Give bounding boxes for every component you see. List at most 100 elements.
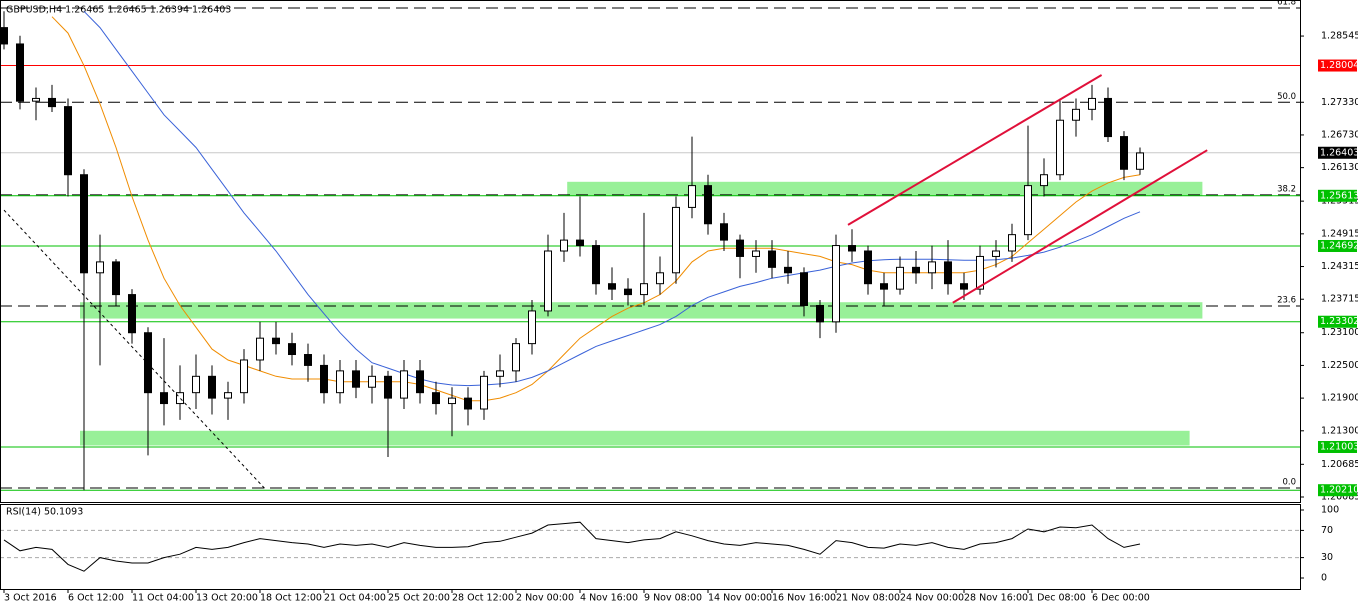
zone: [80, 430, 1190, 446]
rsi-title: RSI(14) 50.1093: [6, 507, 83, 518]
candle-body: [288, 343, 296, 356]
candle-body: [16, 43, 24, 102]
x-tick-label: 21 Oct 04:00: [324, 593, 386, 604]
x-tick-label: 25 Oct 20:00: [388, 593, 450, 604]
candle-body: [992, 250, 1000, 257]
x-tick-label: 28 Oct 12:00: [452, 593, 514, 604]
y-tick-label: 1.23715: [1321, 294, 1358, 305]
candle-body: [592, 245, 600, 285]
candle-body: [800, 272, 808, 306]
candle-body: [224, 392, 232, 399]
y-tick-label: 100: [1321, 505, 1339, 516]
moving-average: [83, 10, 1141, 387]
candle-body: [848, 245, 856, 252]
level-label: 1.25613: [1320, 190, 1358, 201]
candle-body: [624, 288, 632, 296]
y-tick-label: 1.21900: [1321, 393, 1358, 404]
candle-body: [752, 250, 760, 257]
candle-body: [672, 206, 680, 274]
y-tick-label: 1.26730: [1321, 129, 1358, 140]
candle-body: [1, 27, 8, 45]
chart-title: GBPUSD,H4 1.26465 1.26465 1.26394 1.2640…: [6, 5, 231, 16]
candle-body: [720, 223, 728, 241]
x-tick-label: 6 Dec 00:00: [1092, 593, 1150, 604]
rsi-pane: [0, 504, 1301, 590]
x-tick-label: 1 Dec 08:00: [1028, 593, 1086, 604]
y-tick-label: 1.24315: [1321, 261, 1358, 272]
x-tick-label: 16 Nov 16:00: [772, 593, 836, 604]
candle-body: [176, 392, 184, 405]
y-tick-label: 1.20085: [1321, 492, 1358, 503]
fib-label: 61.8: [1277, 0, 1296, 7]
level-label: 1.23302: [1320, 316, 1358, 327]
candle-body: [560, 239, 568, 252]
x-tick-label: 4 Nov 16:00: [580, 593, 638, 604]
candle-body: [1088, 97, 1096, 110]
level-box: [1318, 146, 1357, 159]
candle-body: [304, 354, 312, 366]
candle-body: [1104, 97, 1112, 138]
zone: [80, 302, 1203, 319]
x-tick-label: 18 Oct 12:00: [260, 593, 322, 604]
candle-body: [336, 370, 344, 394]
candle-body: [688, 185, 696, 208]
candle-body: [192, 375, 200, 394]
x-tick-label: 28 Nov 16:00: [964, 593, 1028, 604]
candle-body: [368, 375, 376, 388]
candle-body: [944, 261, 952, 285]
candle-body: [416, 370, 424, 394]
candle-body: [912, 266, 920, 274]
candle-body: [400, 370, 408, 399]
candle-body: [512, 343, 520, 372]
y-tick-label: 1.20685: [1321, 459, 1358, 470]
candle-body: [112, 261, 120, 296]
candle-body: [464, 397, 472, 410]
candle-body: [1040, 174, 1048, 187]
x-tick-label: 13 Oct 20:00: [196, 593, 258, 604]
y-tick-label: 30: [1321, 552, 1333, 563]
candle-body: [928, 261, 936, 274]
candle-body: [1072, 108, 1080, 121]
candle-body: [64, 106, 72, 176]
fib-label: 0.0: [1282, 478, 1296, 488]
candle-body: [960, 283, 968, 290]
candle-body: [704, 185, 712, 225]
candle-body: [896, 266, 904, 290]
candle-body: [864, 250, 872, 285]
candle-body: [784, 266, 792, 274]
rsi-plot: [1, 521, 1300, 572]
candle-body: [544, 250, 552, 312]
y-tick-label: 1.23100: [1321, 327, 1358, 338]
candle-body: [480, 375, 488, 410]
x-tick-label: 9 Nov 08:00: [644, 593, 702, 604]
trend-line: [952, 149, 1208, 304]
x-tick-label: 24 Nov 00:00: [900, 593, 964, 604]
candle-body: [832, 245, 840, 323]
candle-body: [1136, 152, 1144, 170]
candle-body: [496, 370, 504, 377]
candle-body: [608, 283, 616, 290]
candle-body: [1024, 185, 1032, 236]
candle-body: [736, 239, 744, 257]
main-pane: [0, 0, 1301, 503]
candle-body: [320, 364, 328, 394]
fib-label: 50.0: [1277, 92, 1296, 102]
x-tick-label: 2 Nov 00:00: [516, 593, 574, 604]
zone: [567, 181, 1203, 196]
trend-line: [3, 209, 267, 491]
trend-line: [847, 74, 1103, 226]
candle-body: [48, 97, 56, 108]
level-label: 1.28004: [1320, 60, 1358, 71]
candle-body: [1008, 234, 1016, 252]
y-tick-label: 1.26130: [1321, 162, 1358, 173]
main-plot: [1, 7, 1300, 491]
y-tick-label: 70: [1321, 525, 1333, 536]
level-box: [1318, 440, 1357, 453]
fib-label: 38.2: [1277, 184, 1296, 194]
candle-body: [976, 255, 984, 290]
moving-average: [51, 16, 1141, 402]
candle-body: [1120, 136, 1128, 170]
candle-body: [528, 310, 536, 345]
